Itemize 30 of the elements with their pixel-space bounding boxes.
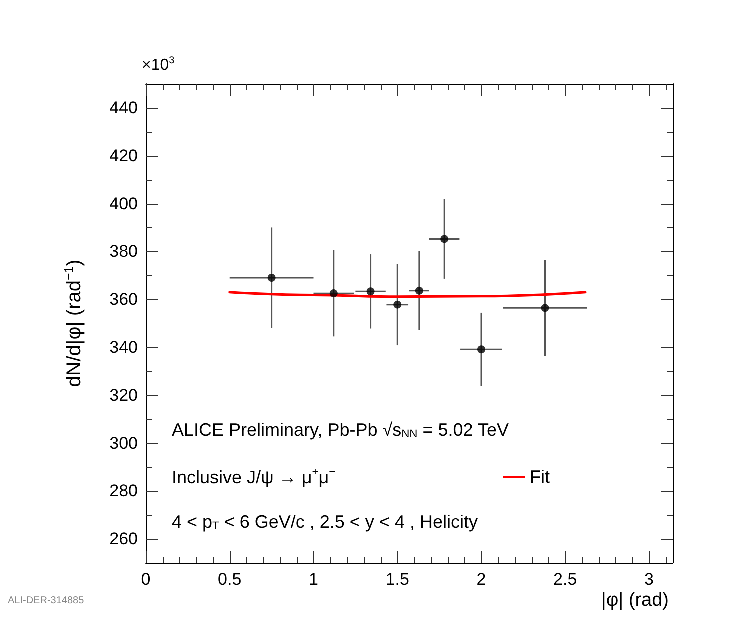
y-tick-label: 340 xyxy=(110,338,138,357)
point xyxy=(268,274,276,282)
point xyxy=(394,300,402,309)
y-tick-label: 440 xyxy=(110,98,138,118)
point xyxy=(330,290,338,298)
point xyxy=(366,288,375,296)
y-tick-label: 380 xyxy=(110,242,138,262)
text: ALI-DER-314885 xyxy=(8,596,85,606)
x-tick-label: 2.5 xyxy=(554,570,578,589)
point xyxy=(478,346,486,354)
y-tick-label: 360 xyxy=(110,290,138,310)
point xyxy=(541,304,550,312)
legend-label: Fit xyxy=(530,467,550,487)
annotation: Inclusive J/ψ → μ+μ− xyxy=(172,466,336,488)
x-tick-label: 1 xyxy=(309,570,318,589)
x-tick-label: 3 xyxy=(644,570,654,589)
x-tick-label: 0.5 xyxy=(218,570,242,589)
y-tick-label: 280 xyxy=(110,482,138,501)
x-tick-label: 2 xyxy=(476,570,486,589)
y-axis-title: dN/d|φ| (rad−1) xyxy=(62,260,86,388)
x-axis-title: |φ| (rad) xyxy=(601,590,669,611)
y-tick-label: 320 xyxy=(110,386,138,405)
point xyxy=(415,286,424,295)
x-tick-label: 1.5 xyxy=(386,570,410,589)
y-tick-label: 420 xyxy=(110,146,138,166)
y-tick-label: 300 xyxy=(110,434,138,453)
point xyxy=(440,235,449,244)
y-tick-label: 260 xyxy=(110,530,138,549)
y-tick-label: 400 xyxy=(110,194,138,214)
x-tick-label: 0 xyxy=(141,570,151,589)
